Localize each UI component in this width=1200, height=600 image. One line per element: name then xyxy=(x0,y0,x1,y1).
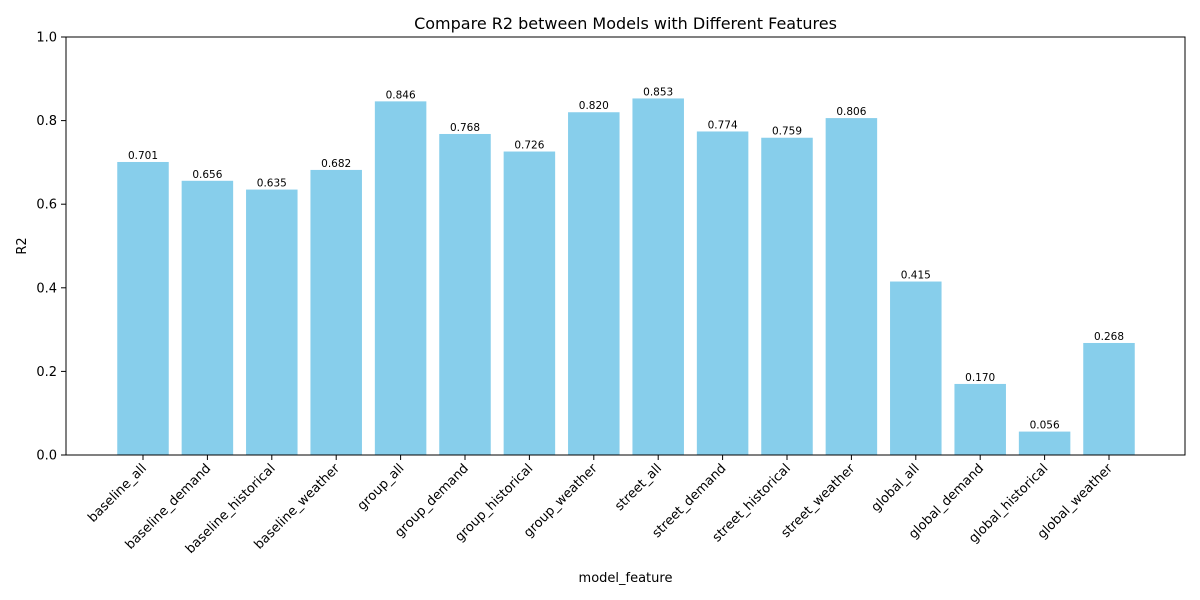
x-tick-label: global_all xyxy=(869,461,923,515)
bar-value-label: 0.682 xyxy=(321,158,351,170)
x-axis-title: model_feature xyxy=(579,571,673,586)
bar-global_demand xyxy=(954,383,1006,455)
bar-street_demand xyxy=(696,131,749,455)
bar-value-label: 0.701 xyxy=(128,150,158,162)
bar-value-label: 0.726 xyxy=(514,140,544,152)
bar-value-label: 0.853 xyxy=(643,86,673,98)
bar-value-label: 0.056 xyxy=(1030,420,1060,432)
bar-baseline_weather xyxy=(310,169,362,456)
y-axis: 0.0 0.2 0.4 0.6 0.8 1.0 xyxy=(36,31,66,464)
x-tick-label: street_all xyxy=(612,461,665,514)
chart-title: Compare R2 between Models with Different… xyxy=(414,14,837,33)
bar-group_demand xyxy=(439,133,491,456)
bar-value-label: 0.820 xyxy=(579,100,609,112)
bar-value-label: 0.656 xyxy=(192,169,222,181)
bar-value-label: 0.759 xyxy=(772,126,802,138)
plot-frame xyxy=(65,36,1186,456)
bars-group xyxy=(117,98,1135,456)
x-axis: baseline_allbaseline_demandbaseline_hist… xyxy=(85,455,1116,557)
bar-global_all xyxy=(890,281,942,455)
bar-group_all xyxy=(374,101,427,456)
x-tick-label: group_all xyxy=(355,461,408,514)
y-tick-label: 0.0 xyxy=(36,449,57,464)
bar-value-label: 0.170 xyxy=(965,372,995,384)
bar-value-label: 0.774 xyxy=(708,119,738,131)
bar-value-label: 0.768 xyxy=(450,122,480,134)
bar-value-label: 0.635 xyxy=(257,178,287,190)
bar-group_historical xyxy=(503,151,556,455)
bar-value-label: 0.806 xyxy=(836,106,866,118)
bar-value-label: 0.415 xyxy=(901,270,931,282)
bar-street_historical xyxy=(761,137,813,456)
bar-global_weather xyxy=(1083,342,1135,455)
y-tick-label: 0.2 xyxy=(36,365,57,380)
y-axis-title: R2 xyxy=(15,237,30,254)
y-tick-label: 0.8 xyxy=(36,114,57,129)
bar-global_historical xyxy=(1018,431,1071,455)
bar-value-labels: 0.701 0.656 0.635 0.682 0.846 0.768 0.726 0.820… xyxy=(128,86,1124,431)
y-tick-label: 0.4 xyxy=(36,281,57,296)
y-tick-label: 1.0 xyxy=(36,31,57,46)
bar-baseline_demand xyxy=(181,180,234,456)
x-tick-label: baseline_all xyxy=(85,461,149,525)
bar-street_weather xyxy=(825,118,878,455)
y-tick-label: 0.6 xyxy=(36,198,57,213)
bar-group_weather xyxy=(568,112,620,456)
bar-value-label: 0.846 xyxy=(386,89,416,101)
bar-baseline_all xyxy=(117,161,169,456)
bar-value-label: 0.268 xyxy=(1094,331,1124,343)
bar-street_all xyxy=(632,98,684,455)
bar-baseline_historical xyxy=(246,189,298,455)
